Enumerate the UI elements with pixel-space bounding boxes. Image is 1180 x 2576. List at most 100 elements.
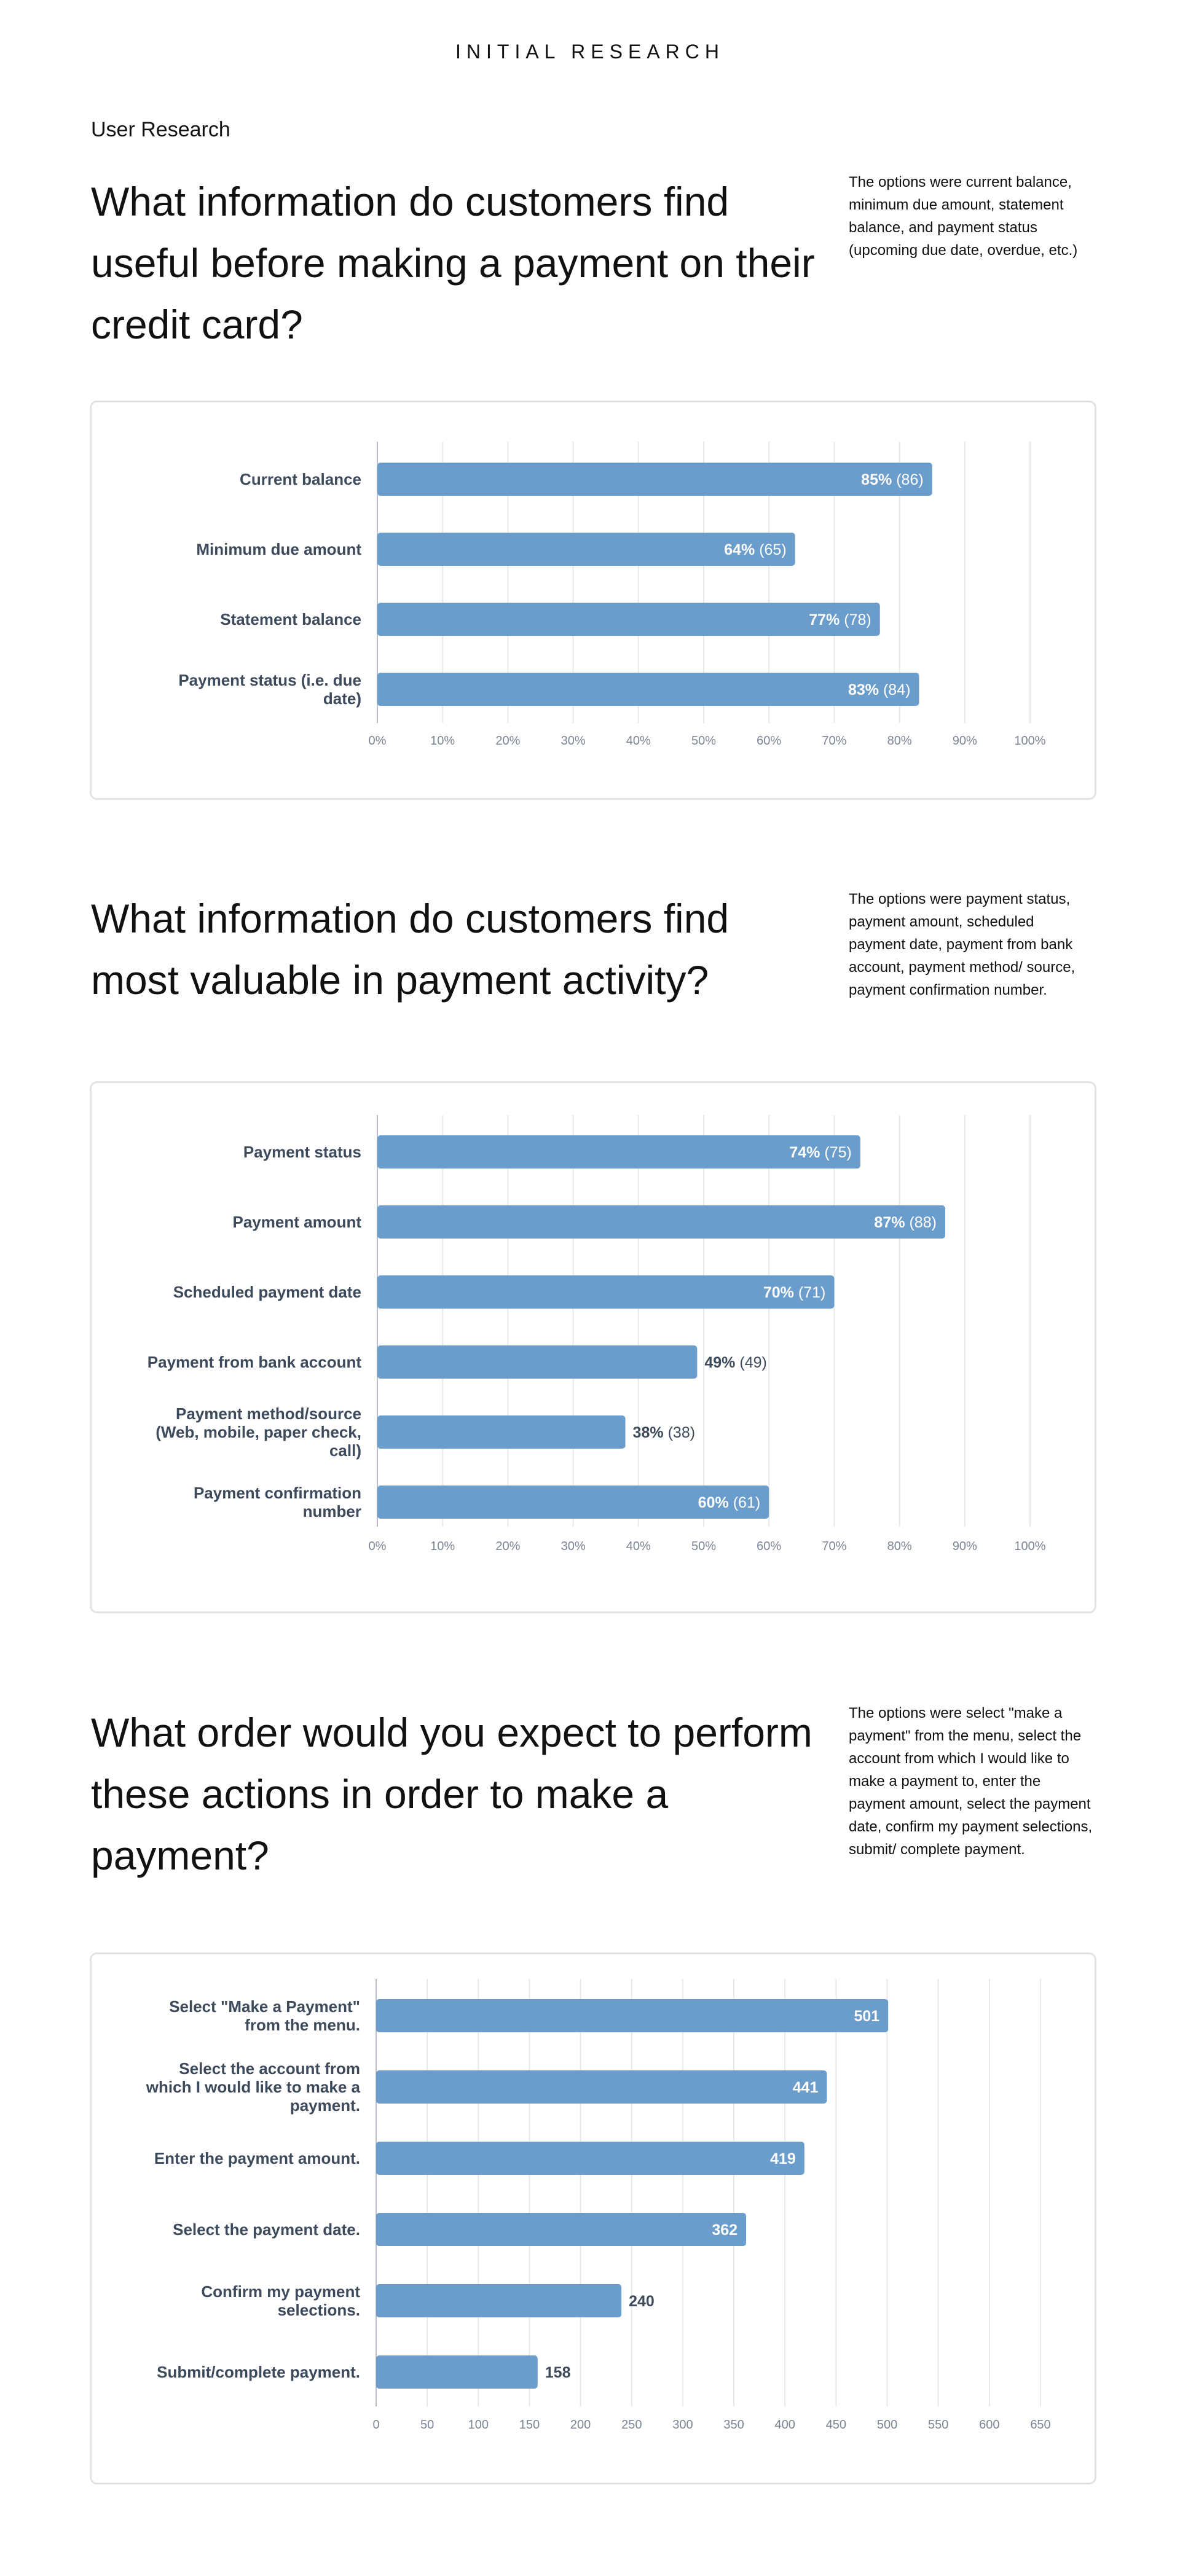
- bar-data-label: 441: [793, 2079, 819, 2096]
- bar-data-label: 77% (78): [809, 611, 871, 628]
- bar-count-label: (49): [739, 1354, 766, 1371]
- x-tick-label: 450: [826, 2418, 846, 2432]
- category-label: Select the account from: [179, 2059, 360, 2078]
- category-label: Current balance: [240, 470, 361, 488]
- bar-value-label: 441: [793, 2079, 819, 2096]
- question-1-title: What information do customers find usefu…: [91, 179, 815, 347]
- bar: [376, 2355, 538, 2389]
- bar: [377, 673, 919, 706]
- chart-1: 0% 10% 20% 30% 40% 50% 60% 70% 80% 90% 100% Current…: [178, 442, 1046, 748]
- x-tick-label: 300: [672, 2418, 693, 2432]
- x-tick-label: 50%: [691, 734, 716, 748]
- bar-value-label: 49%: [704, 1354, 735, 1371]
- x-tick-label: 200: [570, 2418, 591, 2432]
- bar: [377, 1205, 945, 1239]
- bar-data-label: 85% (86): [861, 471, 924, 488]
- chart-card-3: 0 50 100 150 200 250 300 350 400 450 500 550 600 650 S…: [90, 1952, 1096, 2484]
- x-tick-label: 500: [877, 2418, 897, 2432]
- bar: [377, 1135, 860, 1169]
- category-label: which I would like to make a: [146, 2078, 361, 2096]
- bar: [376, 2142, 804, 2175]
- bar-value-label: 38%: [633, 1424, 664, 1441]
- category-label: payment.: [290, 2096, 360, 2115]
- chart-2: 0% 10% 20% 30% 40% 50% 60% 70% 80% 90% 100% Payment…: [148, 1115, 1046, 1553]
- bar-value-label: 83%: [848, 681, 879, 699]
- x-tick-label: 80%: [887, 734, 912, 748]
- bar-value-label: 501: [854, 2008, 879, 2025]
- bar-value-label: 362: [712, 2222, 738, 2239]
- bar-count-label: (86): [896, 471, 923, 488]
- bar-data-label: 87% (88): [874, 1214, 937, 1231]
- bar: [376, 2213, 747, 2246]
- bar-data-label: 74% (75): [789, 1144, 852, 1161]
- x-tick-label: 550: [928, 2418, 948, 2432]
- bar-data-label: 501: [854, 2008, 879, 2025]
- category-label: Enter the payment amount.: [154, 2149, 360, 2167]
- x-tick-label: 100%: [1014, 734, 1045, 748]
- bar: [376, 2284, 622, 2317]
- bar-value-label: 60%: [698, 1494, 729, 1511]
- section-label: User Research: [91, 118, 230, 141]
- bar-data-label: 49% (49): [704, 1354, 767, 1371]
- category-label: Payment method/source: [176, 1404, 361, 1423]
- question-3-title: What order would you expect to perform t…: [91, 1710, 812, 1878]
- question-2-title: What information do customers find most …: [91, 896, 730, 1003]
- category-label: Payment confirmation: [194, 1484, 361, 1502]
- x-tick-label: 60%: [757, 1540, 781, 1553]
- x-tick-label: 100: [468, 2418, 489, 2432]
- bar-data-label: 158: [545, 2364, 571, 2381]
- category-label: Payment from bank account: [148, 1353, 362, 1371]
- category-label: Confirm my payment: [201, 2282, 360, 2301]
- bar-count-label: (38): [668, 1424, 695, 1441]
- x-tick-label: 650: [1030, 2418, 1050, 2432]
- bar-count-label: (61): [733, 1494, 760, 1511]
- bar-value-label: 240: [629, 2293, 655, 2310]
- x-tick-label: 250: [621, 2418, 642, 2432]
- x-tick-label: 40%: [626, 1540, 651, 1553]
- category-label: Payment status (i.e. due: [178, 671, 361, 689]
- bar: [377, 533, 795, 566]
- page-header-title: INITIAL RESEARCH: [455, 41, 725, 63]
- x-tick-label: 20%: [495, 734, 520, 748]
- x-tick-label: 70%: [822, 1540, 846, 1553]
- category-label: Statement balance: [220, 610, 361, 628]
- bar-value-label: 70%: [763, 1284, 794, 1301]
- bar-count-label: (78): [844, 611, 871, 628]
- category-label: from the menu.: [245, 2016, 360, 2034]
- bar-count-label: (84): [883, 681, 910, 699]
- x-tick-label: 90%: [953, 1540, 977, 1553]
- category-label: Minimum due amount: [196, 540, 361, 558]
- category-label: Select "Make a Payment": [169, 1997, 360, 2016]
- category-label: number: [303, 1502, 361, 1521]
- bar: [377, 1486, 769, 1519]
- x-tick-label: 0%: [369, 734, 387, 748]
- x-tick-label: 70%: [822, 734, 846, 748]
- bar-value-label: 419: [770, 2150, 796, 2167]
- x-tick-label: 10%: [430, 734, 455, 748]
- x-tick-label: 400: [775, 2418, 795, 2432]
- category-label: (Web, mobile, paper check,: [155, 1423, 361, 1441]
- x-tick-label: 20%: [495, 1540, 520, 1553]
- bar-data-label: 362: [712, 2222, 738, 2239]
- bar: [377, 1415, 626, 1449]
- x-tick-label: 30%: [561, 1540, 586, 1553]
- x-tick-label: 10%: [430, 1540, 455, 1553]
- bar: [376, 2070, 827, 2104]
- chart-card-2: 0% 10% 20% 30% 40% 50% 60% 70% 80% 90% 100% Payment…: [90, 1081, 1096, 1613]
- bar-data-label: 83% (84): [848, 681, 911, 699]
- x-tick-label: 350: [723, 2418, 744, 2432]
- bar-value-label: 87%: [874, 1214, 905, 1231]
- x-tick-label: 80%: [887, 1540, 912, 1553]
- bar-data-label: 64% (65): [724, 541, 787, 558]
- bar-data-label: 70% (71): [763, 1284, 826, 1301]
- bar-value-label: 74%: [789, 1144, 820, 1161]
- bar: [377, 1345, 698, 1379]
- x-tick-label: 60%: [757, 734, 781, 748]
- chart-3: 0 50 100 150 200 250 300 350 400 450 500 550 600 650 S…: [146, 1979, 1051, 2432]
- x-tick-label: 0%: [369, 1540, 387, 1553]
- category-label: call): [329, 1441, 361, 1460]
- question-3-note: The options were select "make a payment"…: [849, 1705, 1093, 1858]
- x-tick-label: 40%: [626, 734, 651, 748]
- bar-value-label: 158: [545, 2364, 571, 2381]
- question-1-note: The options were current balance, minimu…: [849, 174, 1078, 259]
